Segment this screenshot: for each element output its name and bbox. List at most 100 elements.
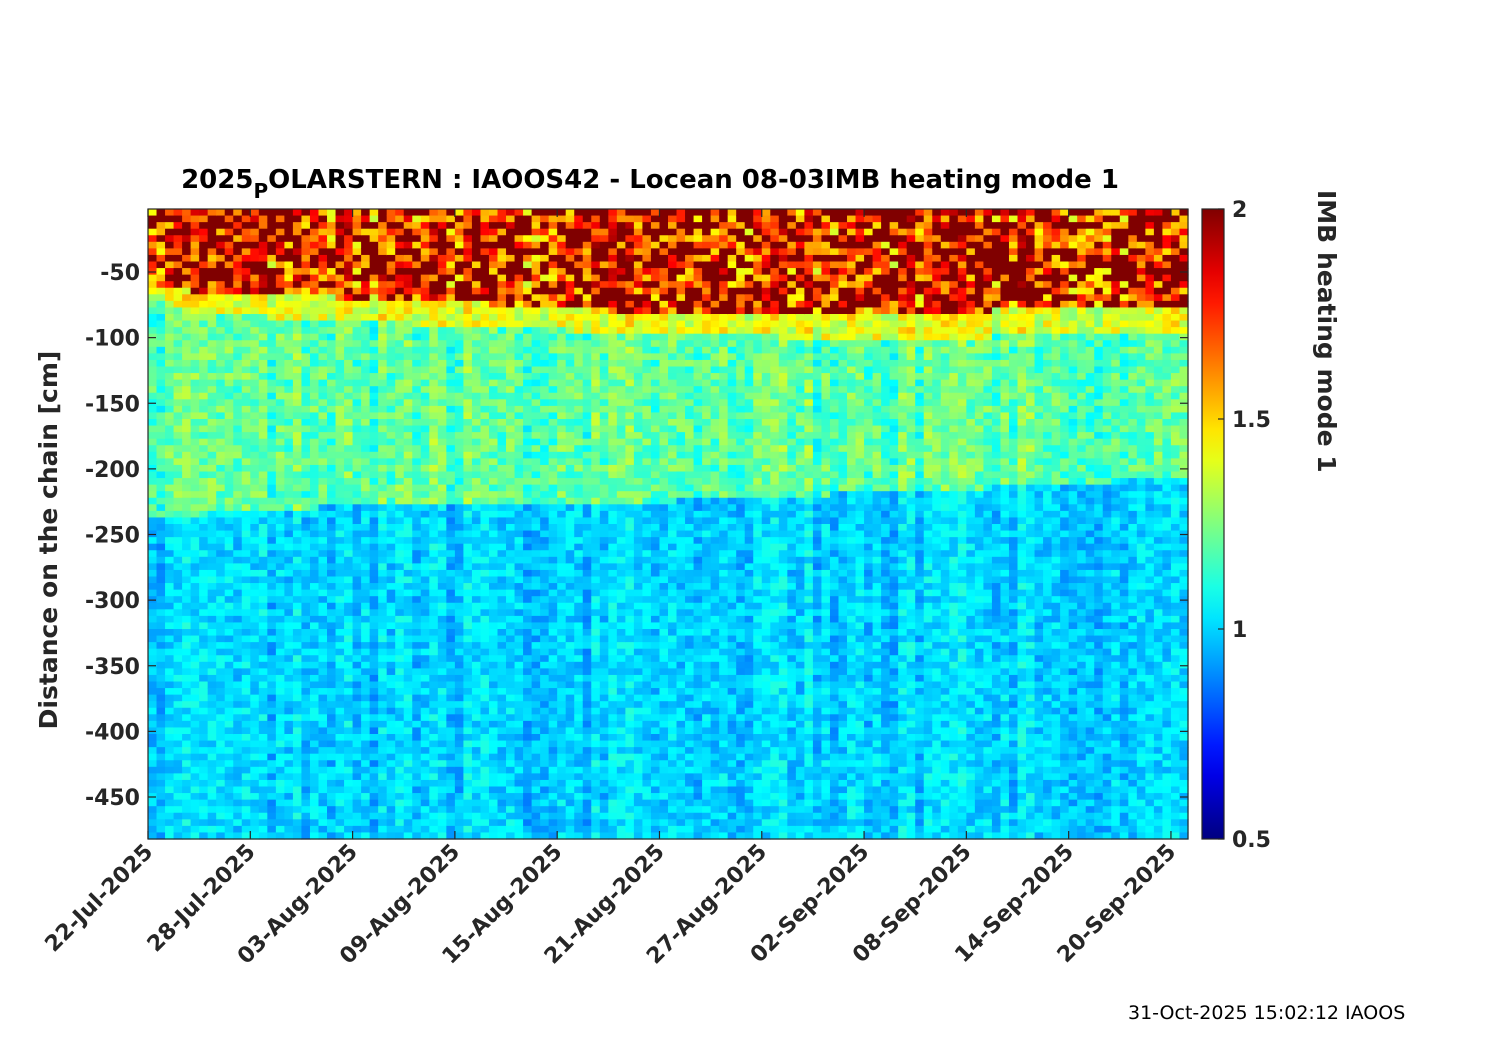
- heatmap-cell: [224, 747, 234, 755]
- heatmap-cell: [386, 353, 396, 361]
- heatmap-cell: [207, 346, 217, 354]
- heatmap-cell: [403, 314, 413, 322]
- heatmap-cell: [173, 241, 183, 249]
- heatmap-cell: [514, 307, 524, 315]
- heatmap-cell: [165, 261, 175, 269]
- heatmap-cell: [548, 373, 558, 381]
- heatmap-cell: [574, 740, 584, 748]
- heatmap-cell: [190, 819, 200, 827]
- heatmap-cell: [548, 405, 558, 414]
- heatmap-cell: [463, 701, 473, 709]
- heatmap-cell: [327, 510, 337, 519]
- heatmap-cell: [190, 550, 200, 558]
- heatmap-cell: [463, 254, 473, 263]
- heatmap-cell: [488, 766, 499, 774]
- heatmap-cell: [344, 366, 354, 374]
- heatmap-cell: [403, 241, 413, 249]
- heatmap-cell: [540, 727, 550, 735]
- heatmap-cell: [284, 268, 294, 276]
- heatmap-cell: [574, 300, 584, 309]
- heatmap-cell: [523, 661, 533, 669]
- heatmap-cell: [420, 373, 430, 381]
- heatmap-cell: [241, 300, 251, 309]
- heatmap-cell: [523, 563, 533, 571]
- heatmap-cell: [454, 609, 465, 617]
- heatmap-cell: [565, 786, 575, 794]
- heatmap-cell: [514, 346, 524, 354]
- heatmap-cell: [344, 432, 354, 440]
- heatmap-cell: [446, 222, 456, 230]
- heatmap-cell: [284, 307, 294, 315]
- heatmap-cell: [386, 825, 396, 834]
- heatmap-cell: [309, 793, 320, 801]
- heatmap-cell: [258, 635, 268, 643]
- heatmap-cell: [190, 517, 200, 525]
- heatmap-cell: [463, 694, 473, 702]
- heatmap-cell: [173, 478, 183, 486]
- heatmap-cell: [395, 530, 405, 538]
- heatmap-cell: [514, 786, 524, 794]
- heatmap-cell: [258, 445, 268, 453]
- heatmap-cell: [395, 622, 405, 630]
- heatmap-cell: [454, 543, 465, 551]
- heatmap-cell: [284, 392, 294, 400]
- heatmap-cell: [301, 622, 311, 630]
- heatmap-cell: [386, 241, 396, 249]
- heatmap-cell: [506, 773, 516, 781]
- heatmap-cell: [514, 209, 524, 217]
- heatmap-column: [233, 209, 243, 840]
- heatmap-cell: [173, 674, 183, 683]
- heatmap-cell: [250, 563, 260, 571]
- heatmap-cell: [369, 583, 379, 591]
- heatmap-cell: [514, 635, 524, 643]
- heatmap-cell: [190, 609, 200, 617]
- heatmap-cell: [557, 248, 567, 256]
- heatmap-cell: [471, 688, 482, 696]
- heatmap-cell: [514, 254, 524, 263]
- heatmap-cell: [292, 340, 303, 348]
- heatmap-cell: [378, 793, 388, 801]
- heatmap-cell: [301, 674, 311, 683]
- heatmap-cell: [190, 241, 200, 249]
- heatmap-cell: [557, 681, 567, 689]
- heatmap-cell: [233, 530, 243, 538]
- heatmap-cell: [463, 806, 473, 814]
- heatmap-cell: [369, 556, 379, 564]
- heatmap-cell: [318, 589, 328, 597]
- heatmap-cell: [190, 281, 200, 289]
- heatmap-cell: [250, 458, 260, 466]
- heatmap-cell: [548, 215, 558, 223]
- heatmap-cell: [258, 602, 268, 610]
- heatmap-cell: [386, 740, 396, 748]
- heatmap-cell: [165, 773, 175, 781]
- heatmap-cell: [378, 556, 388, 564]
- heatmap-cell: [548, 228, 558, 236]
- heatmap-cell: [267, 661, 277, 669]
- heatmap-cell: [207, 576, 217, 584]
- heatmap-cell: [156, 819, 166, 827]
- heatmap-cell: [156, 281, 166, 289]
- heatmap-cell: [480, 609, 490, 617]
- heatmap-cell: [463, 550, 473, 558]
- heatmap-cell: [309, 779, 320, 788]
- heatmap-cell: [250, 694, 260, 702]
- heatmap-cell: [207, 707, 217, 715]
- heatmap-cell: [327, 307, 337, 315]
- heatmap-cell: [156, 615, 166, 624]
- heatmap-cell: [267, 635, 277, 643]
- heatmap-cell: [224, 563, 234, 571]
- heatmap-cell: [258, 563, 268, 571]
- heatmap-cell: [582, 373, 592, 381]
- heatmap-cell: [403, 373, 413, 381]
- heatmap-cell: [446, 484, 456, 492]
- heatmap-cell: [301, 484, 311, 492]
- heatmap-cell: [463, 563, 473, 571]
- heatmap-cell: [250, 825, 260, 834]
- heatmap-cell: [386, 563, 396, 571]
- heatmap-cell: [548, 615, 558, 624]
- heatmap-cell: [531, 622, 541, 630]
- heatmap-cell: [506, 786, 516, 794]
- heatmap-cell: [565, 622, 575, 630]
- heatmap-cell: [216, 241, 226, 249]
- heatmap-cell: [148, 320, 158, 328]
